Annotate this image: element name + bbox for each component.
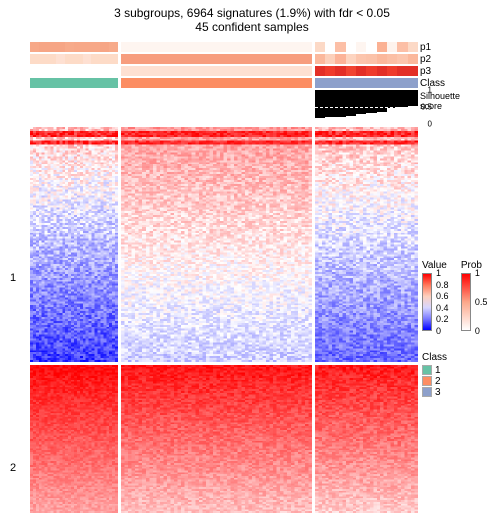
label-p2: p2	[420, 54, 502, 66]
label-silhouette: Silhouette score	[420, 90, 502, 124]
legend-value-ticks: 10.80.60.40.20	[436, 269, 449, 339]
annotation-p2	[30, 54, 418, 64]
legend-value: Value 10.80.60.40.20 Prob 10.50	[422, 260, 482, 331]
legend-prob-gradient	[461, 273, 471, 331]
legend-class-title: Class	[422, 352, 447, 363]
label-class: Class	[420, 78, 502, 90]
row-cluster-2-label: 2	[10, 462, 16, 474]
heatmap-cluster-1	[30, 127, 418, 362]
annotation-labels: p1 p2 p3 Class Silhouette score	[420, 42, 502, 124]
plot-main: 10.50	[30, 42, 418, 500]
silhouette-track: 10.50	[30, 90, 418, 124]
annotation-class	[30, 78, 418, 88]
subtitle: 45 confident samples	[0, 20, 504, 34]
legend-class: Class 123	[422, 352, 447, 398]
legend-prob-ticks: 10.50	[475, 269, 488, 356]
legend-class-item: 3	[422, 387, 447, 398]
legend-class-item: 1	[422, 365, 447, 376]
legend-class-item: 2	[422, 376, 447, 387]
legend-value-gradient	[422, 273, 432, 331]
title: 3 subgroups, 6964 signatures (1.9%) with…	[0, 0, 504, 20]
row-cluster-1-label: 1	[10, 272, 16, 284]
heatmap-cluster-2	[30, 365, 418, 513]
annotation-p1	[30, 42, 418, 52]
label-p3: p3	[420, 66, 502, 78]
label-p1: p1	[420, 42, 502, 54]
annotation-p3	[30, 66, 418, 76]
row-cluster-labels: 1 2	[10, 42, 28, 500]
